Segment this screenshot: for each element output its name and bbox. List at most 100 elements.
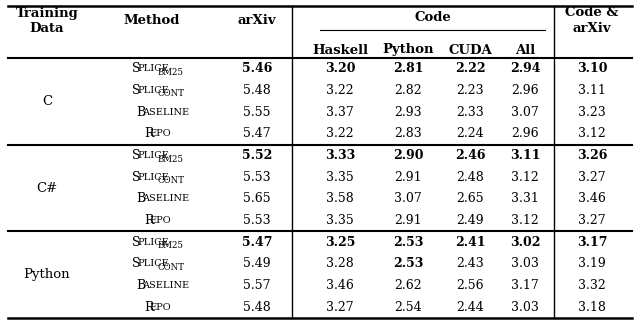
Text: B: B	[136, 106, 146, 119]
Text: B: B	[136, 192, 146, 205]
Text: 5.48: 5.48	[243, 84, 271, 97]
Text: 5.53: 5.53	[243, 171, 271, 184]
Text: All: All	[515, 44, 535, 57]
Text: 3.18: 3.18	[578, 301, 606, 314]
Text: S: S	[132, 171, 140, 184]
Text: 2.96: 2.96	[511, 84, 539, 97]
Text: 5.52: 5.52	[242, 149, 272, 162]
Text: 3.22: 3.22	[326, 84, 354, 97]
Text: 2.65: 2.65	[456, 192, 484, 205]
Text: 2.83: 2.83	[394, 127, 422, 140]
Text: S: S	[132, 62, 140, 75]
Text: 2.44: 2.44	[456, 301, 484, 314]
Text: BM25: BM25	[157, 241, 184, 250]
Text: 2.41: 2.41	[454, 236, 485, 249]
Text: PLICE: PLICE	[137, 64, 169, 73]
Text: 3.11: 3.11	[578, 84, 606, 97]
Text: C: C	[42, 95, 52, 108]
Text: 2.23: 2.23	[456, 84, 484, 97]
Text: EPO: EPO	[149, 216, 171, 225]
Text: R: R	[144, 127, 154, 140]
Text: 3.11: 3.11	[509, 149, 540, 162]
Text: 3.27: 3.27	[578, 214, 606, 227]
Text: 2.91: 2.91	[394, 171, 422, 184]
Text: 2.91: 2.91	[394, 214, 422, 227]
Text: 3.23: 3.23	[578, 106, 606, 119]
Text: 3.35: 3.35	[326, 171, 354, 184]
Text: S: S	[132, 236, 140, 249]
Text: Method: Method	[124, 15, 180, 27]
Text: Training
Data: Training Data	[15, 6, 78, 36]
Text: CONT: CONT	[157, 89, 184, 99]
Text: B: B	[136, 279, 146, 292]
Text: PLICE: PLICE	[137, 259, 169, 268]
Text: 5.55: 5.55	[243, 106, 271, 119]
Text: 3.33: 3.33	[325, 149, 355, 162]
Text: R: R	[144, 301, 154, 314]
Text: 2.53: 2.53	[393, 257, 423, 270]
Text: R: R	[144, 214, 154, 227]
Text: BM25: BM25	[157, 154, 184, 163]
Text: EPO: EPO	[149, 129, 171, 138]
Text: S: S	[132, 84, 140, 97]
Text: 2.54: 2.54	[394, 301, 422, 314]
Text: 2.81: 2.81	[393, 62, 423, 75]
Text: 3.03: 3.03	[511, 257, 539, 270]
Text: 2.96: 2.96	[511, 127, 539, 140]
Text: 2.56: 2.56	[456, 279, 484, 292]
Text: CONT: CONT	[157, 176, 184, 185]
Text: 3.12: 3.12	[511, 171, 539, 184]
Text: 3.03: 3.03	[511, 301, 539, 314]
Text: 3.27: 3.27	[578, 171, 606, 184]
Text: 5.57: 5.57	[243, 279, 271, 292]
Text: CONT: CONT	[157, 263, 184, 272]
Text: 2.49: 2.49	[456, 214, 484, 227]
Text: 3.20: 3.20	[324, 62, 355, 75]
Text: 2.82: 2.82	[394, 84, 422, 97]
Text: 2.24: 2.24	[456, 127, 484, 140]
Text: 3.07: 3.07	[394, 192, 422, 205]
Text: 3.02: 3.02	[509, 236, 540, 249]
Text: 5.49: 5.49	[243, 257, 271, 270]
Text: 3.32: 3.32	[578, 279, 606, 292]
Text: 2.43: 2.43	[456, 257, 484, 270]
Text: 2.93: 2.93	[394, 106, 422, 119]
Text: 3.26: 3.26	[577, 149, 607, 162]
Text: arXiv: arXiv	[237, 15, 276, 27]
Text: Python: Python	[382, 44, 434, 57]
Text: Haskell: Haskell	[312, 44, 368, 57]
Text: 3.46: 3.46	[326, 279, 354, 292]
Text: 3.07: 3.07	[511, 106, 539, 119]
Text: 2.33: 2.33	[456, 106, 484, 119]
Text: 2.94: 2.94	[509, 62, 540, 75]
Text: 3.10: 3.10	[577, 62, 607, 75]
Text: 5.47: 5.47	[242, 236, 272, 249]
Text: 5.65: 5.65	[243, 192, 271, 205]
Text: 5.48: 5.48	[243, 301, 271, 314]
Text: 2.90: 2.90	[393, 149, 423, 162]
Text: 3.12: 3.12	[511, 214, 539, 227]
Text: ASELINE: ASELINE	[142, 194, 189, 203]
Text: BM25: BM25	[157, 68, 184, 77]
Text: ASELINE: ASELINE	[142, 108, 189, 117]
Text: Python: Python	[24, 268, 70, 281]
Text: 3.31: 3.31	[511, 192, 539, 205]
Text: 2.53: 2.53	[393, 236, 423, 249]
Text: 2.62: 2.62	[394, 279, 422, 292]
Text: S: S	[132, 149, 140, 162]
Text: 3.22: 3.22	[326, 127, 354, 140]
Text: 3.37: 3.37	[326, 106, 354, 119]
Text: PLICE: PLICE	[137, 238, 169, 247]
Text: 3.12: 3.12	[578, 127, 606, 140]
Text: PLICE: PLICE	[137, 86, 169, 95]
Text: 5.53: 5.53	[243, 214, 271, 227]
Text: 3.17: 3.17	[577, 236, 607, 249]
Text: 3.17: 3.17	[511, 279, 539, 292]
Text: 3.25: 3.25	[325, 236, 355, 249]
Text: 2.22: 2.22	[454, 62, 485, 75]
Text: 3.28: 3.28	[326, 257, 354, 270]
Text: 2.48: 2.48	[456, 171, 484, 184]
Text: 3.58: 3.58	[326, 192, 354, 205]
Text: CUDA: CUDA	[448, 44, 492, 57]
Text: 2.46: 2.46	[455, 149, 485, 162]
